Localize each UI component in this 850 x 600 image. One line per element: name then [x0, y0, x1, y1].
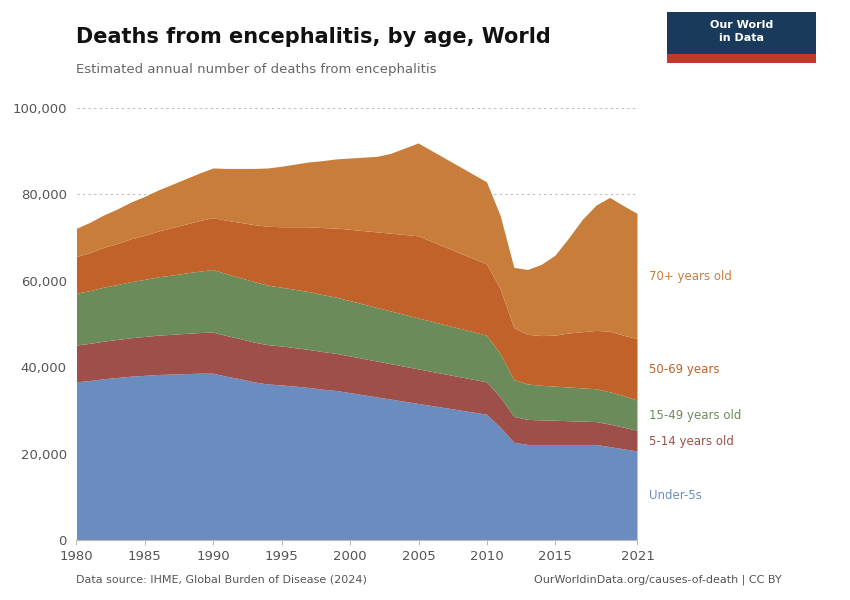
Text: Data source: IHME, Global Burden of Disease (2024): Data source: IHME, Global Burden of Dise…: [76, 575, 367, 585]
Text: Under-5s: Under-5s: [649, 489, 701, 502]
Text: 5-14 years old: 5-14 years old: [649, 434, 734, 448]
Text: Estimated annual number of deaths from encephalitis: Estimated annual number of deaths from e…: [76, 63, 437, 76]
Text: 15-49 years old: 15-49 years old: [649, 409, 741, 422]
Text: Deaths from encephalitis, by age, World: Deaths from encephalitis, by age, World: [76, 27, 552, 47]
Text: OurWorldinData.org/causes-of-death | CC BY: OurWorldinData.org/causes-of-death | CC …: [535, 575, 782, 585]
Text: Our World
in Data: Our World in Data: [710, 20, 774, 43]
Text: 70+ years old: 70+ years old: [649, 270, 732, 283]
Text: 50-69 years: 50-69 years: [649, 363, 719, 376]
